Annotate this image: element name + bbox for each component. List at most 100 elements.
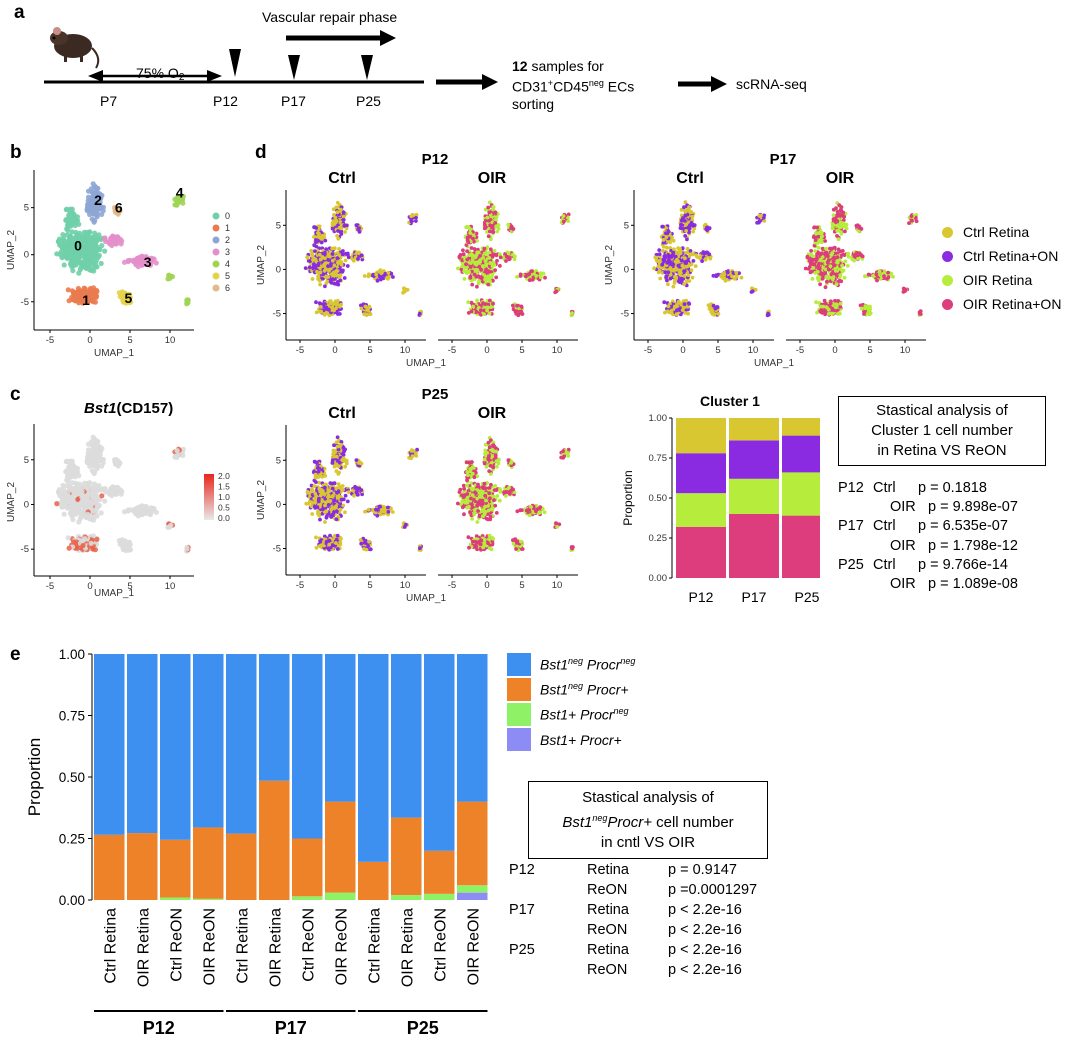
umap-point	[534, 274, 539, 278]
x-tick-label: 5	[127, 335, 132, 346]
y-tick-label: 0	[24, 250, 29, 261]
umap-point	[475, 261, 480, 266]
umap-point	[538, 271, 543, 275]
umap-point	[526, 272, 530, 277]
umap-point	[840, 249, 845, 253]
expression-point	[77, 509, 83, 515]
umap-point	[485, 215, 490, 220]
cluster-legend-label: 2	[225, 235, 230, 245]
bst1-title: Bst1(CD157)	[84, 400, 174, 417]
umap-point	[334, 273, 339, 278]
cluster-legend-dot	[212, 272, 220, 280]
umap-point	[456, 266, 460, 271]
umap-point	[89, 239, 95, 245]
repair-phase-label: Vascular repair phase	[262, 9, 398, 25]
umap-point	[121, 291, 128, 297]
umap-point	[725, 269, 730, 274]
umap-point	[333, 215, 338, 220]
umap-point	[652, 266, 656, 271]
umap-point	[65, 287, 71, 293]
umap-point	[493, 210, 498, 215]
umap-point	[335, 299, 340, 303]
expression-point	[90, 495, 96, 501]
umap-point	[688, 223, 692, 227]
umap-point	[514, 311, 519, 316]
umap-point	[686, 311, 690, 316]
umap-point	[64, 232, 70, 238]
y-tick-label: -5	[21, 297, 29, 308]
cluster-legend-label: 4	[225, 259, 230, 269]
umap-point	[676, 279, 681, 284]
expression-point	[91, 463, 97, 469]
expression-point	[66, 545, 72, 551]
umap-point	[117, 294, 123, 300]
umap-point	[723, 278, 728, 283]
umap-point	[711, 303, 716, 308]
umap-point	[114, 208, 121, 214]
umap-point	[313, 257, 318, 262]
oir-label: OIR	[826, 170, 855, 187]
x-tick-label: -5	[46, 335, 54, 346]
umap-point	[807, 265, 812, 269]
umap-point	[493, 252, 497, 257]
umap-point	[488, 247, 493, 252]
umap-point	[809, 252, 814, 257]
umap-point	[325, 279, 330, 284]
oir-label: OIR	[478, 170, 507, 187]
expression-point	[95, 497, 101, 503]
umap-point	[684, 279, 689, 284]
umap-point	[475, 239, 479, 243]
expression-point	[148, 505, 154, 511]
x-tick-label: 0	[680, 345, 685, 356]
scale-tick-label: 0.5	[218, 503, 230, 513]
umap-point	[61, 262, 67, 268]
umap-point	[99, 211, 105, 217]
umap-point	[377, 269, 382, 274]
umap-point	[331, 207, 336, 212]
umap-point	[678, 246, 682, 251]
umap-point	[309, 248, 314, 253]
umap-point	[60, 235, 66, 242]
umap-point	[707, 306, 712, 311]
umap-point	[491, 230, 496, 234]
umap-point	[679, 258, 684, 263]
umap-point	[88, 267, 94, 273]
umap-point	[506, 222, 511, 227]
tp-p25: P25	[356, 93, 381, 109]
umap-point	[327, 268, 331, 273]
umap-point	[666, 304, 671, 309]
umap-point	[313, 249, 317, 253]
umap-point	[148, 255, 154, 261]
umap-point	[465, 238, 470, 243]
expression-point	[117, 541, 123, 547]
umap-point	[809, 269, 814, 274]
umap-point	[828, 264, 833, 269]
umap-point	[685, 212, 689, 217]
umap-point	[465, 249, 469, 253]
umap-point	[335, 256, 340, 261]
umap-point	[561, 214, 566, 218]
expression-point	[90, 533, 97, 539]
umap-point	[690, 214, 695, 219]
umap-point	[470, 282, 475, 287]
tp-p12: P12	[213, 93, 238, 109]
expression-point	[112, 485, 118, 491]
expression-point	[99, 493, 105, 499]
umap-point	[80, 295, 86, 301]
umap-point	[690, 275, 695, 280]
umap-point	[93, 257, 99, 264]
cluster-legend-dot	[212, 248, 220, 256]
umap-point	[475, 284, 479, 289]
umap-point	[126, 291, 132, 298]
umap-point	[818, 258, 823, 262]
umap-point	[683, 209, 688, 214]
umap-point	[527, 278, 532, 283]
expression-point	[126, 539, 132, 545]
umap-point	[566, 212, 571, 217]
umap-point	[757, 219, 762, 224]
umap-point	[465, 224, 469, 229]
umap-point	[477, 264, 482, 269]
umap-point	[682, 205, 686, 210]
umap-point	[515, 303, 519, 308]
